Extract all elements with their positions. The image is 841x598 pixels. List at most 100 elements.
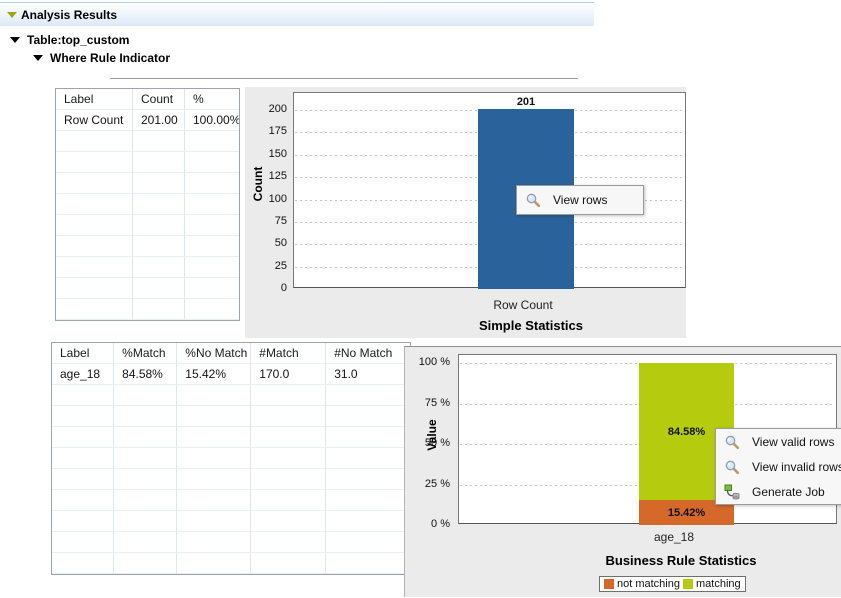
column-header-match-count: #Match [251, 343, 327, 363]
segment-value-label: 15.42% [667, 507, 706, 519]
y-axis-title: Value [425, 419, 439, 451]
table-row[interactable]: Row Count 201.00 100.00% [56, 110, 239, 131]
empty-cell [56, 215, 133, 235]
table-empty-row[interactable] [56, 257, 239, 278]
empty-cell [185, 257, 239, 277]
column-header-match-pct: %Match [114, 343, 178, 363]
tree-item-rule[interactable]: Where Rule Indicator [33, 51, 170, 65]
empty-cell [251, 385, 327, 405]
empty-cell [133, 173, 185, 193]
menu-item-view-invalid-rows[interactable]: View invalid rows [716, 454, 841, 479]
table-empty-row[interactable] [52, 511, 410, 532]
empty-cell [56, 278, 133, 298]
column-header-nomatch-pct: %No Match [177, 343, 252, 363]
chart-title: Simple Statistics [478, 318, 584, 333]
table-empty-row[interactable] [52, 490, 410, 511]
empty-cell [326, 532, 410, 552]
context-menu-view-rows: View rows [516, 185, 644, 215]
menu-item-generate-job[interactable]: Generate Job [716, 479, 841, 504]
empty-cell [114, 469, 178, 489]
legend-swatch-not-matching [604, 579, 614, 589]
empty-cell [326, 469, 410, 489]
y-tick: 125 [268, 170, 287, 182]
empty-cell [133, 215, 185, 235]
y-axis-ticks: 0 25 50 75 100 125 150 175 200 [245, 87, 291, 338]
collapse-triangle-icon[interactable] [10, 37, 20, 43]
empty-cell [177, 511, 252, 531]
y-tick: 200 [268, 103, 287, 115]
empty-cell [114, 490, 178, 510]
table-row[interactable]: age_18 84.58% 15.42% 170.0 31.0 [52, 364, 410, 385]
column-header-nomatch-count: #No Match [334, 346, 393, 360]
empty-cell [177, 490, 252, 510]
y-tick: 50 % [424, 437, 450, 449]
table-empty-row[interactable] [56, 236, 239, 257]
y-tick: 50 [274, 237, 287, 249]
cell-label: Row Count [56, 110, 133, 130]
chart-legend: not matching matching [599, 576, 746, 592]
table-empty-row[interactable] [56, 299, 239, 320]
empty-cell [133, 131, 185, 151]
cell-count: 201.00 [133, 110, 185, 130]
table-empty-row[interactable] [52, 427, 410, 448]
table-empty-row[interactable] [56, 215, 239, 236]
menu-item-view-valid-rows[interactable]: View valid rows [716, 429, 841, 454]
collapse-triangle-icon[interactable] [33, 55, 43, 61]
empty-cell [52, 448, 115, 468]
empty-cell [251, 511, 327, 531]
empty-cell [326, 427, 410, 447]
empty-cell [133, 299, 185, 319]
empty-cell [52, 511, 115, 531]
table-empty-row[interactable] [52, 448, 410, 469]
menu-item-label: View valid rows [752, 434, 835, 449]
collapse-triangle-icon[interactable] [7, 11, 17, 18]
legend-label: matching [695, 578, 741, 590]
empty-cell [56, 131, 133, 151]
empty-cell [133, 152, 185, 172]
table-empty-row[interactable] [52, 406, 410, 427]
empty-cell [52, 469, 115, 489]
y-tick: 25 [274, 260, 287, 272]
empty-cell [133, 257, 185, 277]
empty-cell [251, 406, 327, 426]
table-empty-row[interactable] [52, 553, 410, 574]
empty-cell [56, 152, 133, 172]
tree-item-rule-label: Where Rule Indicator [50, 51, 171, 65]
table-empty-row[interactable] [56, 278, 239, 299]
table-empty-row[interactable] [56, 173, 239, 194]
cell-nomatch-count: 31.0 [334, 367, 358, 381]
empty-cell [251, 448, 327, 468]
empty-cell [177, 385, 252, 405]
table-empty-row[interactable] [52, 532, 410, 553]
empty-cell [326, 553, 410, 573]
empty-cell [56, 173, 133, 193]
table-empty-row[interactable] [52, 385, 410, 406]
empty-cell [52, 532, 115, 552]
table-header-row: Label %Match %No Match #Match #No Match [52, 343, 410, 364]
empty-cell [326, 511, 410, 531]
legend-label: not matching [617, 578, 680, 590]
tree-item-table[interactable]: Table:top_custom [10, 33, 129, 47]
column-header-percent: % [193, 92, 204, 106]
menu-item-view-rows[interactable]: View rows [517, 186, 643, 214]
y-tick: 175 [268, 125, 287, 137]
table-empty-row[interactable] [52, 469, 410, 490]
cell-label: age_18 [52, 364, 115, 384]
section-divider [110, 78, 578, 79]
analysis-results-header[interactable]: Analysis Results [0, 2, 594, 26]
empty-cell [185, 236, 239, 256]
empty-cell [251, 553, 327, 573]
table-empty-row[interactable] [56, 194, 239, 215]
y-tick: 25 % [424, 478, 450, 490]
empty-cell [52, 553, 115, 573]
table-empty-row[interactable] [56, 131, 239, 152]
empty-cell [185, 173, 239, 193]
empty-cell [326, 406, 410, 426]
empty-cell [251, 427, 327, 447]
empty-cell [114, 448, 178, 468]
table-empty-row[interactable] [56, 152, 239, 173]
empty-cell [251, 532, 327, 552]
bar-value-label: 201 [516, 96, 536, 108]
simple-stats-table: Label Count % Row Count 201.00 100.00% [55, 88, 240, 321]
tree-item-table-label: Table:top_custom [27, 33, 130, 47]
